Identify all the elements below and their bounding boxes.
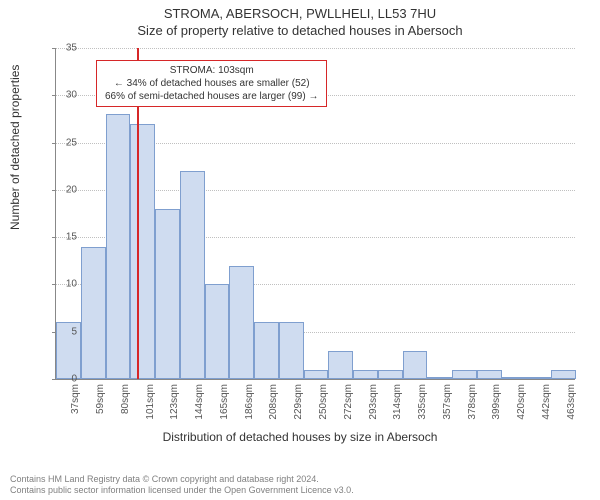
x-tick-label: 442sqm <box>541 384 552 420</box>
histogram-bar <box>328 351 353 379</box>
footer-attribution: Contains HM Land Registry data © Crown c… <box>10 474 354 497</box>
x-tick-label: 123sqm <box>169 384 180 420</box>
x-tick-label: 293sqm <box>368 384 379 420</box>
x-tick-label: 144sqm <box>194 384 205 420</box>
annotation-box: STROMA: 103sqm← 34% of detached houses a… <box>96 60 327 107</box>
histogram-bar <box>477 370 502 379</box>
histogram-bar <box>378 370 403 379</box>
histogram-bar <box>526 377 551 379</box>
histogram-bar <box>229 266 254 379</box>
x-tick-label: 208sqm <box>268 384 279 420</box>
x-tick-label: 250sqm <box>318 384 329 420</box>
annotation-line: 66% of semi-detached houses are larger (… <box>105 90 318 103</box>
x-axis-label: Distribution of detached houses by size … <box>0 430 600 444</box>
histogram-bar <box>551 370 576 379</box>
histogram-bar <box>205 284 230 379</box>
x-tick-label: 59sqm <box>95 384 106 414</box>
x-tick-label: 378sqm <box>467 384 478 420</box>
x-tick-label: 165sqm <box>219 384 230 420</box>
histogram-bar <box>304 370 329 379</box>
y-axis-label: Number of detached properties <box>8 65 22 230</box>
title-line-2: Size of property relative to detached ho… <box>0 21 600 38</box>
y-tick-label: 35 <box>52 43 77 54</box>
x-tick-label: 37sqm <box>70 384 81 414</box>
title-line-1: STROMA, ABERSOCH, PWLLHELI, LL53 7HU <box>0 0 600 21</box>
gridline <box>56 48 575 49</box>
footer-line-1: Contains HM Land Registry data © Crown c… <box>10 474 354 485</box>
x-tick-label: 314sqm <box>392 384 403 420</box>
chart-area: STROMA: 103sqm← 34% of detached houses a… <box>55 48 575 410</box>
x-tick-label: 229sqm <box>293 384 304 420</box>
histogram-bar <box>452 370 477 379</box>
x-tick-label: 399sqm <box>491 384 502 420</box>
y-tick-label: 15 <box>52 232 77 243</box>
x-tick-label: 335sqm <box>417 384 428 420</box>
histogram-bar <box>130 124 155 379</box>
annotation-line: ← 34% of detached houses are smaller (52… <box>105 77 318 90</box>
chart-container: STROMA, ABERSOCH, PWLLHELI, LL53 7HU Siz… <box>0 0 600 500</box>
histogram-bar <box>502 377 527 379</box>
x-tick-label: 272sqm <box>343 384 354 420</box>
annotation-line: STROMA: 103sqm <box>105 64 318 77</box>
x-tick-label: 463sqm <box>566 384 577 420</box>
histogram-bar <box>81 247 106 379</box>
x-tick-label: 357sqm <box>442 384 453 420</box>
y-tick-label: 5 <box>52 326 77 337</box>
histogram-bar <box>353 370 378 379</box>
histogram-bar <box>180 171 205 379</box>
y-tick-label: 30 <box>52 90 77 101</box>
y-tick-label: 0 <box>52 374 77 385</box>
histogram-bar <box>106 114 131 379</box>
y-tick-label: 10 <box>52 279 77 290</box>
histogram-bar <box>403 351 428 379</box>
x-tick-label: 80sqm <box>120 384 131 414</box>
histogram-bar <box>155 209 180 379</box>
histogram-bar <box>254 322 279 379</box>
plot-region: STROMA: 103sqm← 34% of detached houses a… <box>55 48 575 380</box>
histogram-bar <box>279 322 304 379</box>
x-tick-label: 420sqm <box>516 384 527 420</box>
y-tick-label: 25 <box>52 137 77 148</box>
y-tick-label: 20 <box>52 184 77 195</box>
footer-line-2: Contains public sector information licen… <box>10 485 354 496</box>
x-tick-label: 186sqm <box>244 384 255 420</box>
x-tick-label: 101sqm <box>145 384 156 420</box>
histogram-bar <box>427 377 452 379</box>
